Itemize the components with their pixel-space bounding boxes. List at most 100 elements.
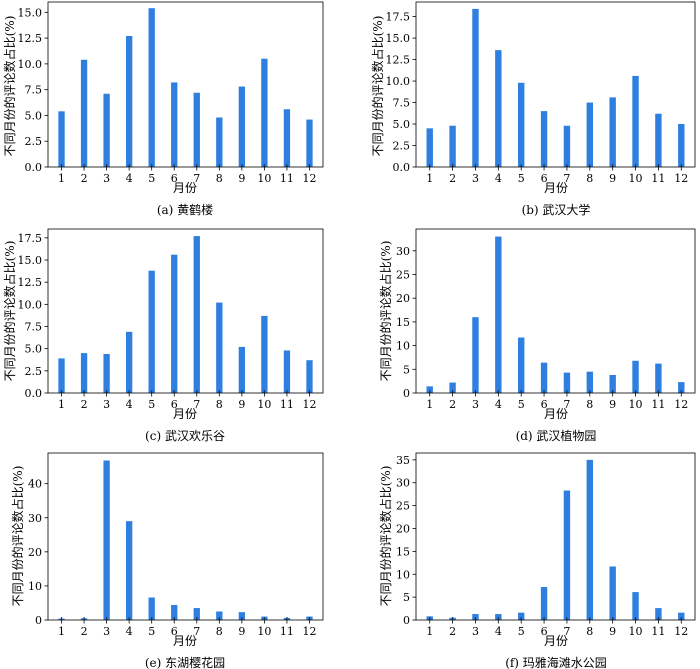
bar-month-8 — [216, 302, 223, 393]
x-tick-label: 6 — [541, 625, 548, 638]
x-tick-label: 11 — [280, 398, 294, 411]
x-tick-label: 9 — [609, 398, 616, 411]
x-tick-label: 9 — [238, 172, 245, 185]
bar-month-2 — [80, 59, 88, 167]
bar-month-8 — [586, 371, 593, 393]
bar-month-5 — [518, 82, 525, 167]
x-tick-label: 11 — [651, 398, 665, 411]
bar-month-3 — [103, 460, 110, 620]
x-tick-label: 5 — [148, 172, 155, 185]
x-tick-label: 10 — [629, 172, 643, 185]
bar-month-12 — [678, 124, 685, 167]
bar-month-5 — [148, 270, 155, 393]
x-tick-label: 4 — [495, 625, 502, 638]
bar-month-8 — [586, 459, 593, 620]
bar-month-7 — [563, 125, 571, 167]
bar-month-7 — [193, 608, 200, 620]
x-tick-label: 7 — [193, 398, 200, 411]
x-tick-label: 6 — [171, 625, 178, 638]
x-axis-label: 月份 — [544, 181, 568, 195]
x-tick-label: 2 — [449, 172, 456, 185]
x-axis-label: 月份 — [173, 181, 197, 195]
y-tick-label: 15 — [396, 316, 410, 329]
y-tick-label: 0.0 — [25, 387, 43, 400]
bar-month-6 — [540, 587, 548, 620]
x-tick-label: 9 — [609, 172, 616, 185]
bar-month-3 — [472, 317, 479, 393]
x-tick-label: 10 — [257, 625, 271, 638]
bar-month-2 — [449, 382, 456, 393]
y-tick-label: 20 — [396, 292, 410, 305]
bar-month-10 — [632, 592, 639, 620]
bar-month-12 — [678, 612, 685, 620]
x-tick-label: 1 — [58, 398, 65, 411]
y-tick-label: 30 — [28, 512, 42, 525]
y-axis-label: 不同月份的评论数占比(%) — [370, 16, 385, 157]
panel-caption: (b) 武汉大学 — [522, 202, 591, 217]
x-tick-label: 5 — [518, 172, 525, 185]
bar-month-6 — [540, 111, 548, 167]
y-tick-label: 40 — [28, 478, 42, 491]
x-tick-label: 1 — [58, 625, 65, 638]
y-tick-label: 10 — [28, 580, 42, 593]
panel-caption: (e) 东湖樱花园 — [145, 655, 225, 669]
bar-month-9 — [609, 566, 616, 620]
x-tick-label: 8 — [216, 172, 223, 185]
bar-month-2 — [449, 125, 456, 167]
bar-month-9 — [238, 346, 246, 393]
bar-month-12 — [306, 360, 313, 393]
chart-panel-3: 0.02.55.07.510.012.515.017.51 2 3 4 5 6 7 8 9 10 1… — [2, 228, 324, 443]
x-tick-label: 10 — [257, 172, 271, 185]
y-tick-label: 15 — [396, 545, 410, 558]
x-tick-label: 8 — [586, 398, 593, 411]
y-tick-label: 15.0 — [18, 254, 43, 267]
x-tick-label: 5 — [148, 398, 155, 411]
x-tick-label: 3 — [103, 172, 110, 185]
x-tick-label: 3 — [472, 625, 479, 638]
x-tick-label: 11 — [651, 172, 665, 185]
bar-month-7 — [563, 372, 571, 393]
axes-frame — [415, 452, 696, 621]
y-tick-label: 17.5 — [18, 232, 43, 245]
bar-month-9 — [238, 86, 246, 167]
x-tick-label: 9 — [238, 398, 245, 411]
y-tick-label: 5 — [403, 591, 410, 604]
y-axis-label: 不同月份的评论数占比(%) — [378, 241, 393, 382]
x-tick-label: 11 — [280, 172, 294, 185]
axes-frame — [415, 228, 696, 394]
bar-month-10 — [261, 315, 268, 393]
x-tick-label: 8 — [216, 625, 223, 638]
x-tick-label: 11 — [651, 625, 665, 638]
bar-month-3 — [103, 353, 110, 393]
x-tick-label: 8 — [586, 172, 593, 185]
y-tick-label: 30 — [396, 477, 410, 490]
y-tick-label: 12.5 — [18, 32, 43, 45]
y-tick-label: 2.5 — [25, 365, 43, 378]
bar-month-10 — [632, 360, 639, 393]
bar-month-6 — [171, 605, 178, 620]
x-tick-label: 8 — [586, 625, 593, 638]
x-tick-label: 1 — [426, 172, 433, 185]
bar-month-6 — [540, 362, 548, 393]
x-axis-label: 月份 — [544, 407, 568, 421]
x-tick-label: 4 — [495, 398, 502, 411]
y-tick-label: 7.5 — [393, 97, 411, 110]
chart-panel-2: 0.02.55.07.510.012.515.017.51 2 3 4 5 6 7 8 9 10 1… — [370, 1, 696, 217]
bar-month-3 — [103, 93, 110, 167]
y-tick-label: 20 — [396, 522, 410, 535]
axes-frame — [47, 1, 324, 168]
x-tick-label: 6 — [541, 172, 548, 185]
x-tick-label: 7 — [563, 172, 570, 185]
bar-month-6 — [171, 254, 178, 393]
x-tick-label: 1 — [426, 398, 433, 411]
x-tick-label: 10 — [257, 398, 271, 411]
bar-month-9 — [609, 97, 616, 167]
x-tick-label: 1 — [426, 625, 433, 638]
y-axis-label: 不同月份的评论数占比(%) — [10, 466, 25, 607]
y-tick-label: 5.0 — [25, 109, 43, 122]
x-tick-label: 12 — [674, 625, 688, 638]
y-tick-label: 0.0 — [393, 161, 411, 174]
y-tick-label: 0 — [403, 614, 410, 627]
chart-panel-1: 0.02.55.07.510.012.515.01 2 3 4 5 6 7 8 9 10 11 12不… — [2, 1, 324, 217]
